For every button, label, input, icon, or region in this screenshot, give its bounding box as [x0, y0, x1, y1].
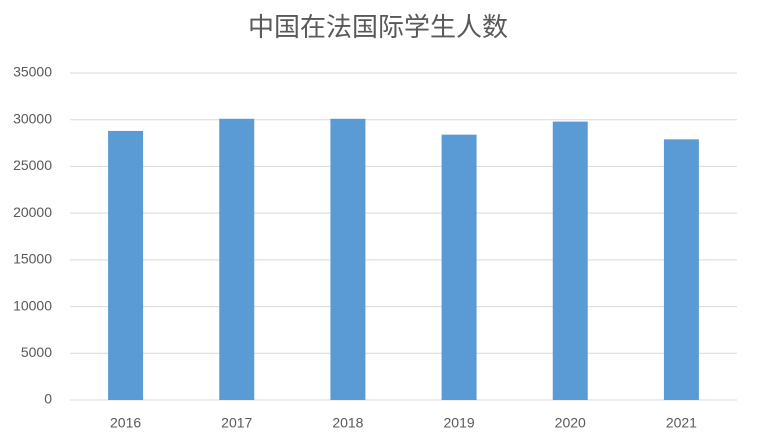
y-tick-label: 35000 — [13, 64, 52, 80]
y-tick-label: 20000 — [13, 204, 52, 220]
y-tick-label: 10000 — [13, 297, 52, 313]
bar — [108, 130, 144, 400]
x-tick-label: 2018 — [332, 415, 363, 431]
y-tick-label: 0 — [44, 391, 52, 407]
bar — [330, 118, 366, 400]
x-tick-label: 2017 — [221, 415, 252, 431]
bar — [441, 134, 477, 401]
y-tick-label: 5000 — [21, 344, 52, 360]
y-tick-label: 15000 — [13, 251, 52, 267]
chart-title: 中国在法国际学生人数 — [248, 12, 508, 42]
y-tick-label: 25000 — [13, 157, 52, 173]
x-tick-label: 2021 — [666, 415, 697, 431]
bar — [663, 139, 699, 400]
x-tick-label: 2020 — [555, 415, 586, 431]
y-tick-label: 30000 — [13, 110, 52, 126]
bar — [219, 118, 255, 400]
bar — [552, 121, 588, 400]
x-tick-label: 2019 — [444, 415, 475, 431]
x-tick-label: 2016 — [110, 415, 141, 431]
